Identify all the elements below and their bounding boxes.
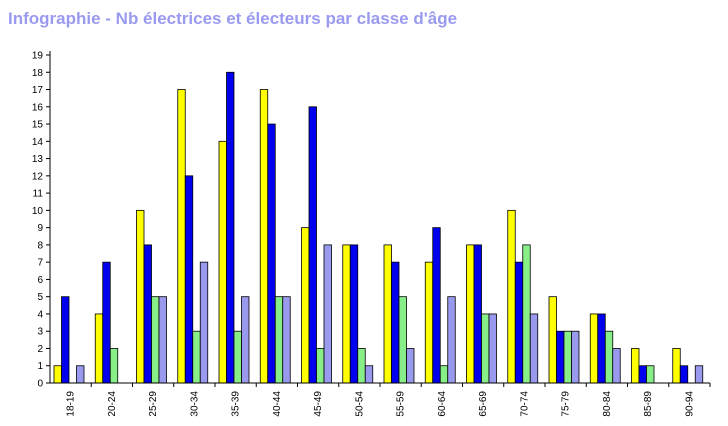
bar [136,209,145,384]
bar [466,244,475,384]
bar [233,330,242,384]
bar [672,348,681,384]
y-tick-label: 17 [32,85,44,96]
bar [383,244,392,384]
bar [646,365,655,384]
x-tick-label: 60-64 [437,391,448,417]
bar [94,313,104,384]
bar [267,123,276,384]
bar [424,261,434,384]
bar [184,175,194,384]
y-tick-label: 13 [32,154,44,165]
y-tick-label: 11 [33,189,44,200]
x-tick-label: 18-19 [66,391,77,417]
bar [406,348,415,384]
bar [398,296,407,384]
y-tick-label: 0 [37,379,43,390]
x-tick-label: 90-94 [684,391,695,417]
bar [679,365,689,384]
bar [638,365,647,384]
x-tick-label: 65-69 [478,391,489,417]
x-tick-label: 70-74 [519,391,530,417]
bar [274,296,284,384]
bar [548,296,557,384]
bar [473,244,482,384]
bar [589,313,599,384]
y-tick-label: 8 [37,240,43,251]
bar [612,348,621,384]
bar [522,244,531,384]
bar [143,244,152,384]
bar [563,330,572,384]
y-tick-label: 18 [32,68,44,79]
y-tick-label: 14 [32,137,44,148]
bar [529,313,539,384]
bar [308,106,317,384]
bar [432,227,441,384]
bar [316,348,325,384]
bar [631,348,640,384]
bar [514,261,524,384]
bar [241,296,250,384]
bar [323,244,332,384]
bar [301,227,310,384]
bar [447,296,456,384]
x-tick-label: 20-24 [107,391,118,417]
y-tick-label: 12 [32,171,44,182]
bar [507,209,516,384]
bar [102,261,111,384]
bar [109,348,119,384]
x-tick-label: 80-84 [602,391,613,417]
bar [571,330,580,384]
x-tick-label: 40-44 [272,391,283,417]
x-tick-label: 50-54 [354,391,365,417]
bar [192,330,201,384]
y-tick-label: 6 [37,275,43,286]
y-tick-label: 16 [32,102,44,113]
bar [53,365,62,384]
x-tick-label: 85-89 [643,391,654,417]
bar [439,365,449,384]
bar [61,296,70,384]
bar [597,313,606,384]
bar [177,89,186,384]
bar [364,365,374,384]
x-tick-label: 75-79 [561,391,572,417]
x-tick-label: 30-34 [189,391,200,417]
y-tick-label: 4 [37,309,43,320]
x-tick-label: 55-59 [396,391,407,417]
y-tick-label: 2 [37,344,43,355]
y-tick-label: 10 [32,206,44,217]
bar [488,313,497,384]
y-tick-label: 3 [37,327,43,338]
bar [151,296,160,384]
bar [226,71,235,384]
bar [158,296,167,384]
bar [76,365,85,384]
y-tick-label: 1 [37,361,43,372]
x-tick-label: 25-29 [148,391,159,417]
bar [556,330,565,384]
bar [342,244,351,384]
bar [694,365,704,384]
y-tick-label: 7 [37,258,43,269]
y-tick-label: 15 [32,120,44,131]
bar [604,330,614,384]
bar [218,140,227,384]
bar [349,244,359,384]
bar [282,296,291,384]
bar [391,261,400,384]
x-tick-label: 45-49 [313,391,324,417]
x-tick-label: 35-39 [231,391,242,417]
y-tick-label: 9 [37,223,43,234]
bar [357,348,366,384]
bar [481,313,490,384]
chart-title: Infographie - Nb électrices et électeurs… [8,9,458,28]
y-tick-label: 5 [37,292,43,303]
bar [259,89,269,384]
y-tick-label: 19 [32,51,44,62]
bar [199,261,209,384]
